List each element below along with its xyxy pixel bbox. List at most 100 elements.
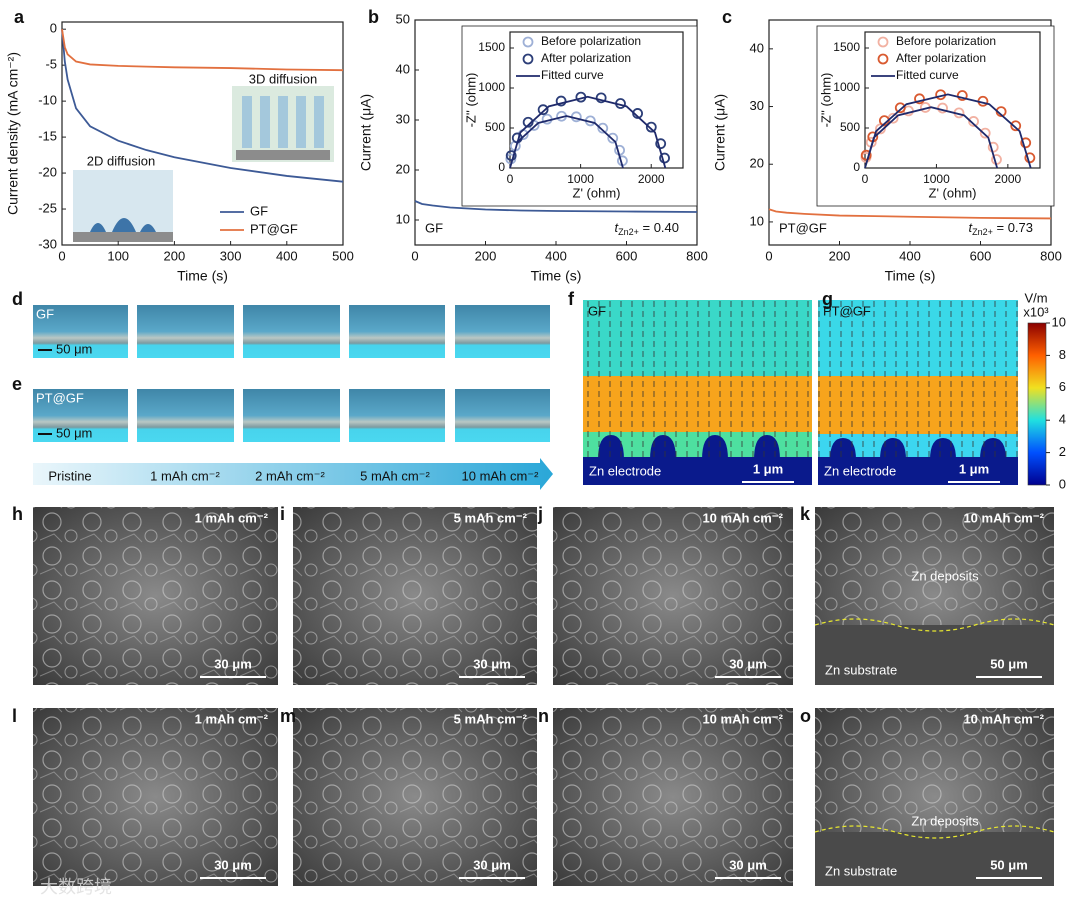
y-tick-label: -20	[38, 165, 57, 180]
colorbar-tick-label: 8	[1059, 347, 1066, 362]
data-point	[595, 92, 607, 104]
column	[242, 96, 252, 148]
panel-letter: c	[722, 7, 732, 27]
annotation: Zn substrate	[825, 863, 897, 878]
data-point	[956, 90, 968, 101]
sem-texture	[553, 507, 793, 685]
y-tick-label: 10	[396, 211, 410, 226]
y-axis-label: Current density (mA cm⁻²)	[5, 52, 21, 215]
colorbar-tick-label: 0	[1059, 476, 1066, 491]
data-point	[979, 127, 991, 139]
data-point	[968, 116, 979, 127]
panel-letter: f	[568, 289, 575, 309]
scale-label: 50 μm	[56, 341, 92, 356]
panel-letter: b	[368, 7, 379, 27]
data-point	[645, 121, 657, 133]
electrode-label: Zn electrode	[589, 463, 661, 478]
image	[137, 305, 234, 358]
column	[296, 96, 306, 148]
image-label: GF	[36, 306, 54, 321]
x-tick-label: 2000	[995, 172, 1022, 186]
sem-label: 5 mAh cm⁻²	[454, 510, 528, 525]
sem-label: 1 mAh cm⁻²	[195, 711, 269, 726]
arrow-label: 1 mAh cm⁻²	[150, 468, 220, 483]
colorbar-multiplier: x10³	[1023, 304, 1049, 319]
panel-letter: d	[12, 289, 23, 309]
y-tick-label: 500	[485, 120, 505, 134]
data-point	[537, 104, 549, 116]
data-point	[914, 93, 925, 105]
legend-label: Fitted curve	[541, 68, 604, 82]
annotation: Zn substrate	[825, 662, 897, 677]
data-line	[864, 93, 1032, 169]
arrow-label: Pristine	[48, 468, 91, 483]
y-tick-label: -5	[45, 57, 57, 72]
y-axis-label: Current (μA)	[358, 94, 374, 171]
colorbar	[1027, 322, 1047, 486]
x-tick-label: 800	[1040, 248, 1062, 263]
scale-label: 30 μm	[729, 656, 767, 671]
data-line	[61, 29, 344, 183]
y-tick-label: 1000	[833, 80, 860, 94]
image	[137, 389, 234, 442]
y-tick-label: 500	[840, 120, 860, 134]
panel-letter: j	[537, 504, 543, 524]
scale-label: 30 μm	[473, 857, 511, 872]
legend-marker	[877, 36, 889, 48]
scale-label: 30 μm	[729, 857, 767, 872]
legend-marker	[522, 53, 534, 65]
inset-frame	[461, 25, 698, 207]
y-tick-label: 20	[750, 156, 764, 171]
data-point	[875, 123, 886, 135]
field-arrows	[583, 300, 812, 460]
sem-texture	[293, 708, 537, 886]
annotation-text: = 0.40	[639, 220, 679, 235]
colorbar-tick-label: 6	[1059, 379, 1066, 394]
panel-letter: g	[822, 289, 833, 309]
panel-letter: h	[12, 504, 23, 524]
image-label: PT@GF	[36, 390, 84, 405]
data-line	[509, 95, 667, 169]
annotation-symbol: t	[968, 220, 973, 235]
x-tick-label: 100	[107, 248, 129, 263]
axis-frame	[864, 31, 1041, 169]
legend-marker	[877, 53, 889, 65]
annotation: tZn2+ = 0.40	[614, 220, 679, 237]
y-tick-label: 10	[750, 213, 764, 228]
legend-label: Before polarization	[541, 34, 641, 48]
y-tick-label: -10	[38, 93, 57, 108]
scale-label: 50 μm	[990, 857, 1028, 872]
arrow-label: 10 mAh cm⁻²	[462, 468, 540, 483]
sem-label: 10 mAh cm⁻²	[702, 711, 783, 726]
panel-letter: a	[14, 7, 25, 27]
annotation-subscript: Zn2+	[618, 227, 639, 237]
y-tick-label: 30	[396, 111, 410, 126]
electrode	[818, 457, 1018, 485]
nuclei	[90, 218, 156, 232]
x-axis-label: Time (s)	[531, 268, 582, 284]
x-tick-label: 400	[545, 248, 567, 263]
sem-label: 1 mAh cm⁻²	[195, 510, 269, 525]
y-axis-label: -Z'' (ohm)	[818, 73, 833, 128]
annotation: Zn deposits	[911, 813, 979, 828]
data-point	[894, 102, 906, 114]
y-tick-label: 50	[396, 11, 410, 26]
x-tick-label: 300	[220, 248, 242, 263]
field-maps	[583, 300, 1047, 486]
y-tick-label: 20	[396, 161, 410, 176]
x-tick-label: 800	[686, 248, 708, 263]
scale-label: 1 μm	[959, 461, 989, 476]
legend-label: PT@GF	[250, 221, 298, 236]
sem-label: 10 mAh cm⁻²	[963, 711, 1044, 726]
x-tick-label: 400	[899, 248, 921, 263]
inset-frame	[816, 25, 1055, 207]
substrate	[236, 150, 330, 160]
y-tick-label: -15	[38, 129, 57, 144]
column	[314, 96, 324, 148]
colorbar-tick-label: 4	[1059, 412, 1066, 427]
image-label: GF	[588, 303, 606, 318]
annotation: tZn2+ = 0.73	[968, 220, 1033, 237]
x-tick-label: 0	[765, 248, 772, 263]
legend-label: After polarization	[541, 51, 631, 65]
